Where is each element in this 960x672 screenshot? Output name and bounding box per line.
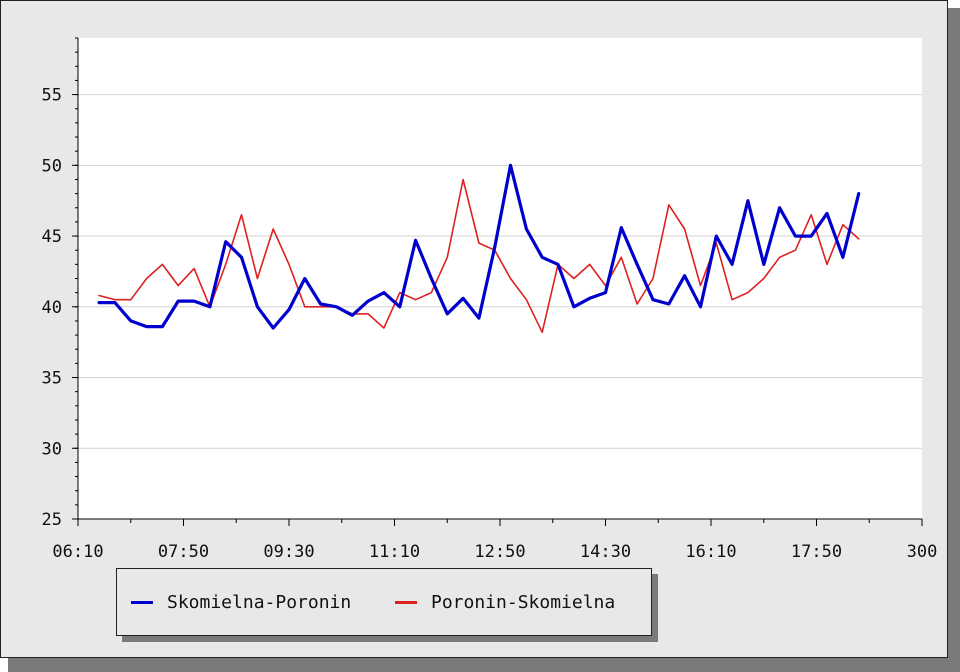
x-tick-label: 12:50 [474, 542, 525, 562]
legend-label-series-2: Poronin-Skomielna [431, 591, 616, 613]
grid-lines [78, 94, 922, 449]
series-layer [97, 163, 861, 334]
legend: Skomielna-Poronin Poronin-Skomielna [116, 568, 652, 636]
x-tick-label: 06:10 [52, 542, 103, 562]
legend-item-series-1: Skomielna-Poronin [131, 589, 351, 615]
y-tick-label: 40 [42, 298, 62, 318]
axes: 25 30 35 40 45 50 55 06:10 07:50 09:30 11:10 12:50 1… [42, 37, 938, 562]
x-tick-label: 11:10 [369, 542, 420, 562]
y-tick-label: 25 [42, 510, 62, 530]
y-tick-label: 55 [42, 86, 62, 106]
x-tick-label: 300 [907, 542, 938, 562]
series-line-1 [97, 163, 861, 330]
y-tick-label: 30 [42, 439, 62, 459]
y-tick-label: 50 [42, 156, 62, 176]
y-tick-label: 35 [42, 369, 62, 389]
y-tick-label: 45 [42, 227, 62, 247]
x-tick-label: 09:30 [263, 542, 314, 562]
legend-swatch-series-1 [131, 600, 153, 604]
x-tick-label: 14:30 [580, 542, 631, 562]
legend-swatch-series-2 [395, 600, 417, 604]
x-tick-label: 07:50 [158, 542, 209, 562]
legend-label-series-1: Skomielna-Poronin [167, 591, 352, 613]
x-tick-label: 16:10 [685, 542, 736, 562]
plot-area [78, 38, 922, 519]
x-tick-label: 17:50 [791, 542, 842, 562]
series-line-2 [98, 178, 860, 334]
legend-item-series-2: Poronin-Skomielna [395, 589, 615, 615]
